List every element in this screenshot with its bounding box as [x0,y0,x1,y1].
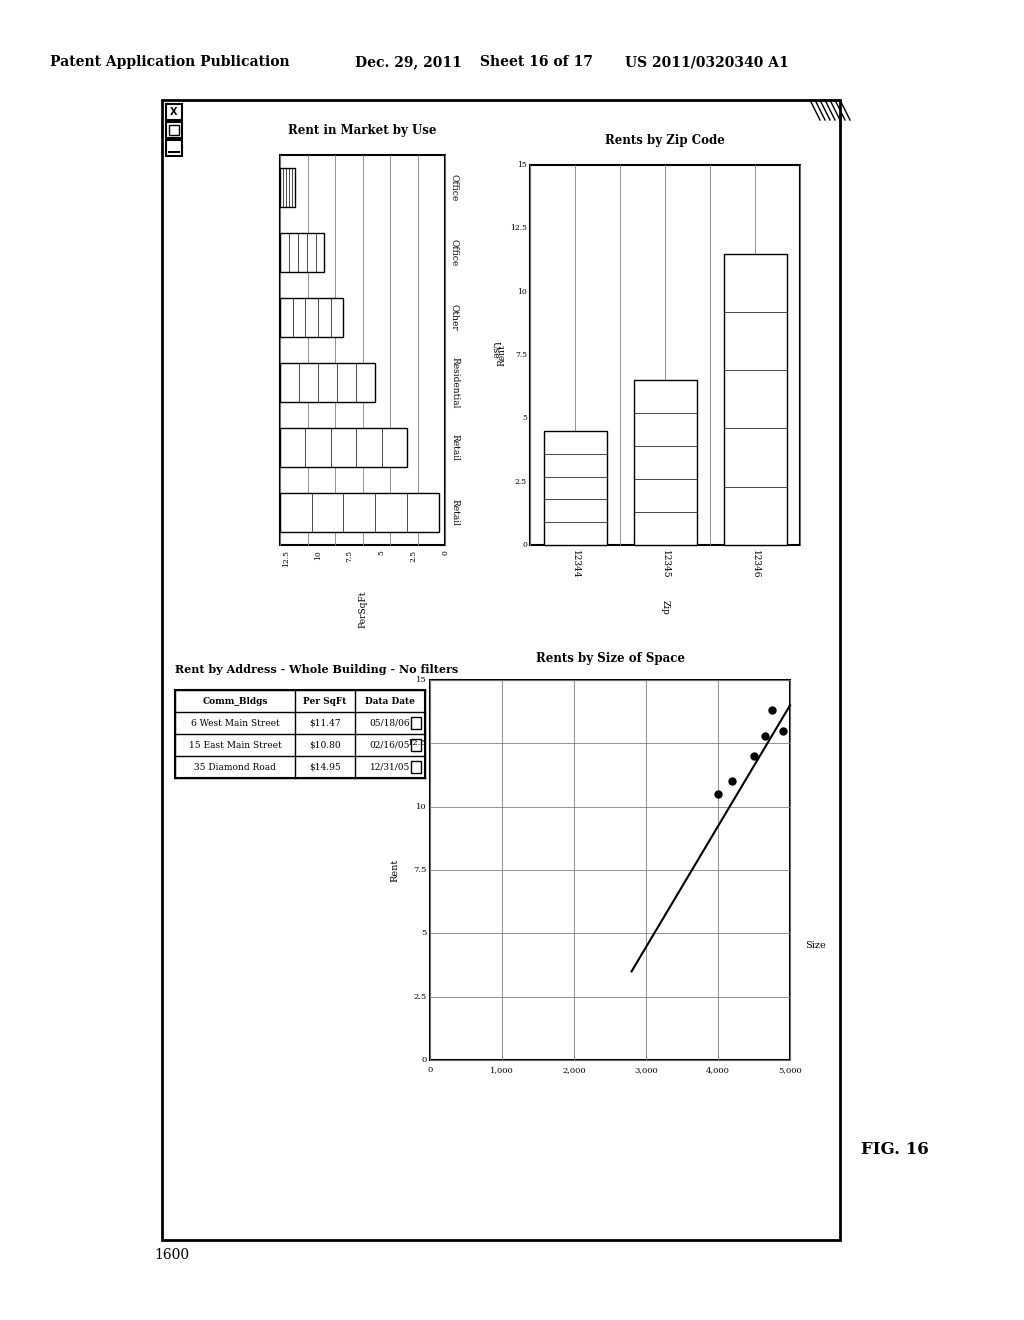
Text: 12345: 12345 [660,550,670,578]
Text: 5,000: 5,000 [778,1067,802,1074]
Text: 12346: 12346 [751,550,760,578]
Bar [430,680,790,1060]
Text: Rent by Address - Whole Building - No filters: Rent by Address - Whole Building - No fi… [175,664,459,675]
Text: 6 West Main Street: 6 West Main Street [190,718,280,727]
Text: 10: 10 [517,288,527,296]
Text: Rent in Market by Use: Rent in Market by Use [288,124,437,137]
Bar [411,717,421,729]
Bar [166,121,182,139]
Text: 02/16/05: 02/16/05 [370,741,411,750]
Text: 7.5: 7.5 [515,351,527,359]
Bar [280,428,407,467]
Text: 3,000: 3,000 [634,1067,657,1074]
Text: 15: 15 [517,161,527,169]
Text: 12.5: 12.5 [283,550,291,568]
Text: 7.5: 7.5 [414,866,427,874]
Text: Office: Office [450,239,459,267]
Text: 5: 5 [422,929,427,937]
Text: 2.5: 2.5 [414,993,427,1001]
Bar [175,690,425,777]
Bar [724,253,786,545]
Text: 12/31/05: 12/31/05 [370,763,411,771]
Bar [162,100,840,1239]
Text: Rent: Rent [390,858,399,882]
Text: 1600: 1600 [155,1247,189,1262]
Text: 05/18/06: 05/18/06 [370,718,411,727]
Text: Zip: Zip [660,601,670,615]
Text: Retail: Retail [450,434,459,461]
Text: 0: 0 [427,1067,432,1074]
Text: 10: 10 [314,550,323,560]
Text: 4,000: 4,000 [707,1067,730,1074]
Text: Rents by Size of Space: Rents by Size of Space [536,652,684,665]
Bar [634,380,696,545]
Text: Dec. 29, 2011: Dec. 29, 2011 [355,55,462,69]
Text: X: X [170,107,178,117]
Text: 0: 0 [522,541,527,549]
Text: Retail: Retail [450,499,459,525]
Text: PerSqFt: PerSqFt [358,590,367,627]
Text: 12.5: 12.5 [510,224,527,232]
Text: Office: Office [450,174,459,201]
Text: 15 East Main Street: 15 East Main Street [188,741,282,750]
Text: 12.5: 12.5 [409,739,427,747]
Bar [280,363,375,403]
Text: $14.95: $14.95 [309,763,341,771]
Text: Patent Application Publication: Patent Application Publication [50,55,290,69]
Text: 2,000: 2,000 [562,1067,586,1074]
Text: $10.80: $10.80 [309,741,341,750]
Bar [166,104,182,120]
Text: Comm_Bldgs: Comm_Bldgs [203,697,267,705]
Text: $11.47: $11.47 [309,718,341,727]
Text: 10: 10 [417,803,427,810]
Bar [166,140,182,156]
Text: US 2011/0320340 A1: US 2011/0320340 A1 [625,55,788,69]
Bar [530,165,800,545]
Text: 1,000: 1,000 [490,1067,514,1074]
Text: 2.5: 2.5 [410,550,417,562]
Text: Size: Size [805,941,825,950]
Bar [169,125,179,135]
Text: 5: 5 [378,550,386,554]
Text: 2.5: 2.5 [515,478,527,486]
Text: Rent: Rent [498,345,507,366]
Text: Other: Other [450,304,459,331]
Text: 0: 0 [422,1056,427,1064]
Text: 15: 15 [416,676,427,684]
Bar [411,739,421,751]
Text: Per SqFt: Per SqFt [303,697,347,705]
Text: 35 Diamond Road: 35 Diamond Road [195,763,275,771]
Bar [544,432,606,545]
Text: Residential: Residential [450,356,459,408]
Text: Rents by Zip Code: Rents by Zip Code [605,135,725,147]
Bar [411,762,421,774]
Text: Sheet 16 of 17: Sheet 16 of 17 [480,55,593,69]
Text: FIG. 16: FIG. 16 [861,1142,929,1159]
Text: Use: Use [490,341,500,359]
Text: 0: 0 [441,550,449,554]
Bar [280,154,445,545]
Text: 12344: 12344 [570,550,580,578]
Bar [280,168,295,207]
Bar [280,492,438,532]
Bar [280,234,325,272]
Text: 5: 5 [522,414,527,422]
Text: 7.5: 7.5 [346,550,354,562]
Bar [280,298,343,337]
Text: Data Date: Data Date [366,697,415,705]
